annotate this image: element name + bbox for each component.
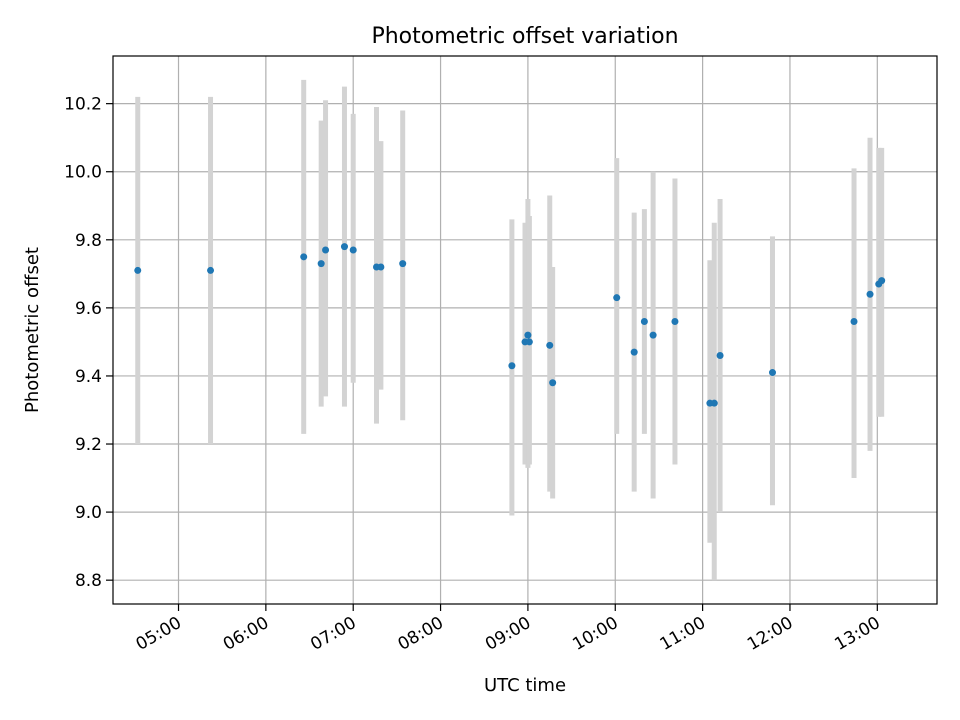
data-point (649, 331, 657, 339)
y-tick-label: 9.6 (75, 299, 102, 319)
data-point (866, 290, 874, 298)
data-point (613, 294, 621, 302)
data-point (878, 277, 886, 285)
y-axis-label: Photometric offset (22, 247, 43, 413)
y-tick-label: 9.4 (75, 367, 102, 387)
data-point (377, 263, 385, 271)
data-point (399, 260, 407, 268)
data-point (508, 362, 516, 370)
y-tick-label: 9.2 (75, 435, 102, 455)
data-point (549, 379, 557, 387)
data-point (850, 317, 858, 325)
chart-title: Photometric offset variation (371, 24, 678, 49)
y-tick-label: 8.8 (75, 571, 102, 591)
data-point (671, 317, 679, 325)
plot-frame (112, 55, 938, 605)
y-tick-label: 10.0 (64, 163, 102, 183)
data-point (340, 243, 348, 251)
data-point (317, 260, 325, 268)
data-point (207, 266, 215, 274)
data-point (630, 348, 638, 356)
data-point (546, 341, 554, 349)
y-tick-label: 9.8 (75, 231, 102, 251)
y-axis-ticks: 8.8 9.0 9.2 9.4 9.6 9.8 10.0 10.2 (64, 95, 113, 591)
data-point (640, 317, 648, 325)
data-point (768, 369, 776, 377)
y-tick-label: 9.0 (75, 503, 102, 523)
data-point (322, 246, 330, 254)
data-point (524, 331, 532, 339)
data-point (525, 338, 533, 346)
data-points (134, 243, 886, 407)
data-point (710, 399, 718, 407)
y-tick-label: 10.2 (64, 95, 102, 115)
data-point (349, 246, 357, 254)
x-axis-label: UTC time (484, 675, 566, 696)
data-point (300, 253, 308, 261)
data-point (716, 352, 724, 360)
data-point (134, 266, 142, 274)
